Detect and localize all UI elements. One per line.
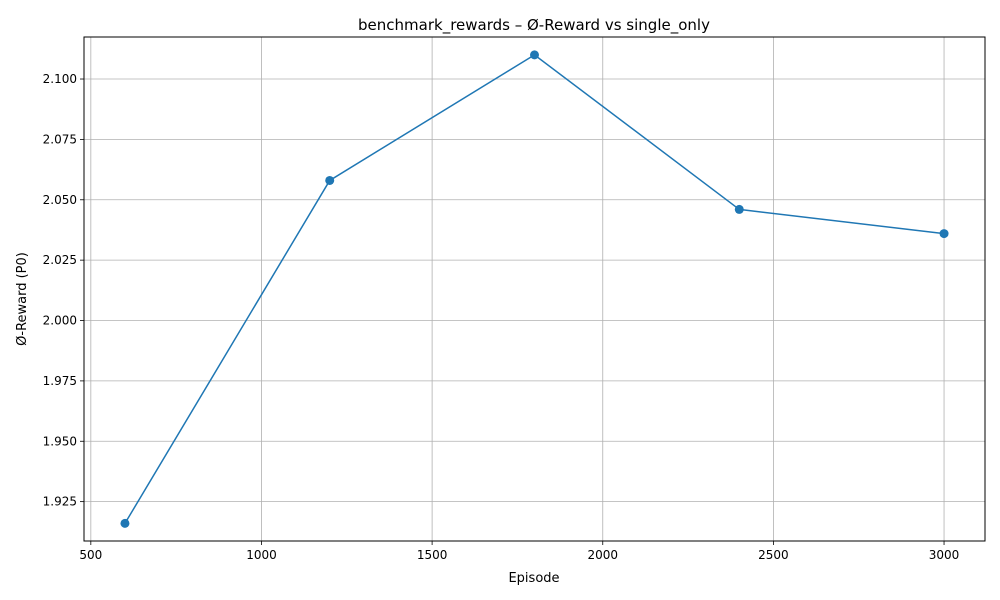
data-point: [734, 204, 744, 214]
y-axis: 1.925 1.950 1.975 2.000 2.025 2.050 2.075 2.100: [43, 72, 84, 509]
y-tick-label: 2.025: [43, 253, 77, 267]
series-line: [124, 53, 945, 524]
chart-title: benchmark_rewards – Ø-Reward vs single_o…: [358, 16, 710, 35]
y-tick-label: 2.100: [43, 72, 77, 86]
y-tick-label: 2.000: [43, 314, 77, 328]
y-tick-label: 1.925: [43, 495, 77, 509]
y-tick-label: 2.075: [43, 132, 77, 146]
grid: [84, 37, 985, 541]
x-axis: 500 1000 1500 2000 2500 3000: [79, 541, 959, 562]
y-tick-label: 1.950: [43, 434, 77, 448]
x-tick-label: 2000: [587, 548, 618, 562]
data-point: [120, 518, 130, 528]
x-axis-label: Episode: [508, 571, 559, 586]
series-group: [120, 50, 949, 528]
x-tick-label: 1000: [246, 548, 277, 562]
x-tick-label: 3000: [929, 548, 960, 562]
x-tick-label: 2500: [758, 548, 789, 562]
plot-frame: [83, 36, 986, 542]
y-tick-label: 2.050: [43, 193, 77, 207]
data-point: [939, 229, 949, 239]
y-tick-label: 1.975: [43, 374, 77, 388]
x-tick-label: 1500: [417, 548, 448, 562]
data-point: [530, 50, 539, 60]
data-point: [325, 175, 335, 185]
y-axis-label: Ø-Reward (P0): [15, 252, 30, 346]
x-tick-label: 500: [79, 548, 102, 562]
